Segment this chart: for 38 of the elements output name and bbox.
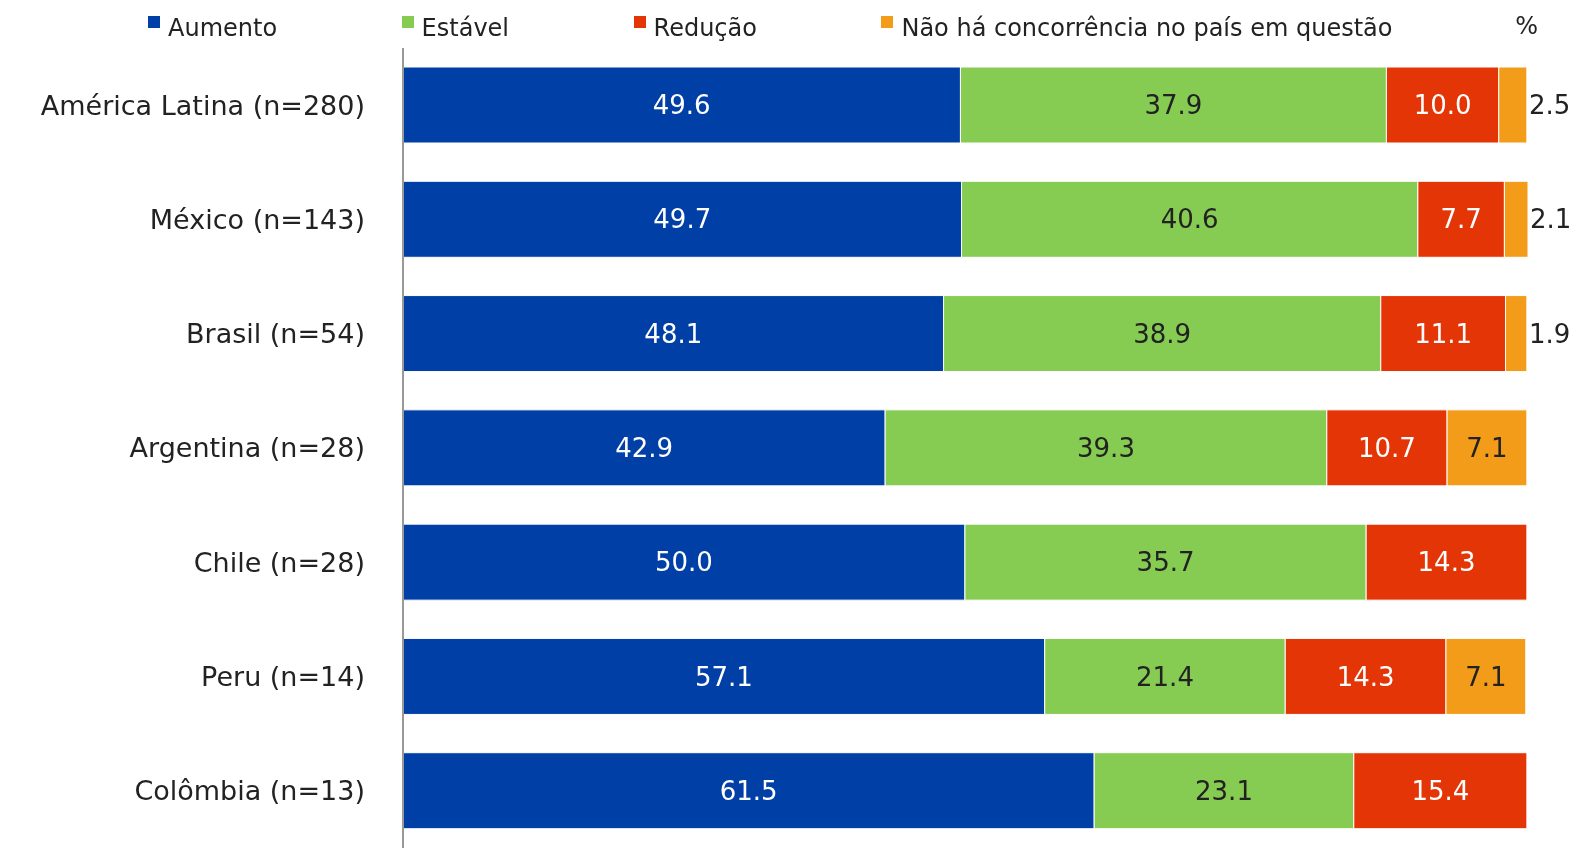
data-label: 40.6: [1160, 204, 1219, 235]
y-tick-label: Argentina (n=28): [129, 432, 365, 464]
data-label: 7.7: [1440, 204, 1482, 235]
legend-label: Não há concorrência no país em questão: [901, 14, 1393, 42]
data-label: 7.1: [1465, 661, 1507, 692]
data-label: 48.1: [644, 318, 703, 349]
legend-label: Aumento: [168, 14, 278, 42]
data-label: 21.4: [1136, 661, 1194, 692]
data-label: 38.9: [1133, 318, 1192, 349]
data-label: 14.3: [1417, 547, 1476, 578]
data-label: 10.0: [1413, 90, 1472, 121]
legend-label: Estável: [421, 14, 510, 42]
data-label: 10.7: [1358, 432, 1416, 463]
data-label: 57.1: [694, 661, 753, 692]
y-tick-label: Brasil (n=54): [186, 318, 365, 350]
data-label: 37.9: [1144, 90, 1203, 121]
y-tick-label: México (n=143): [149, 203, 365, 235]
data-label: 2.1: [1530, 204, 1572, 235]
data-label: 11.1: [1414, 318, 1473, 349]
data-label: 42.9: [615, 432, 674, 463]
data-label: 50.0: [655, 547, 713, 578]
y-tick-label: Peru (n=14): [201, 661, 365, 693]
x-axis-title: %: [1515, 12, 1538, 40]
y-tick-label: Colômbia (n=13): [134, 775, 365, 807]
legend-label: Redução: [653, 14, 757, 42]
data-label: 2.5: [1528, 90, 1571, 121]
y-tick-label: América Latina (n=280): [40, 89, 365, 121]
y-tick-label: Chile (n=28): [193, 546, 365, 578]
data-label: 49.6: [652, 90, 711, 121]
data-label: 15.4: [1411, 775, 1470, 806]
data-label: 61.5: [719, 775, 778, 806]
data-label: 39.3: [1077, 432, 1135, 463]
data-label: 35.7: [1136, 547, 1195, 578]
data-label: 1.9: [1528, 318, 1571, 349]
data-label: 7.1: [1466, 432, 1508, 463]
data-label: 23.1: [1195, 775, 1253, 806]
data-label: 49.7: [653, 204, 712, 235]
data-label: 14.3: [1336, 661, 1395, 692]
